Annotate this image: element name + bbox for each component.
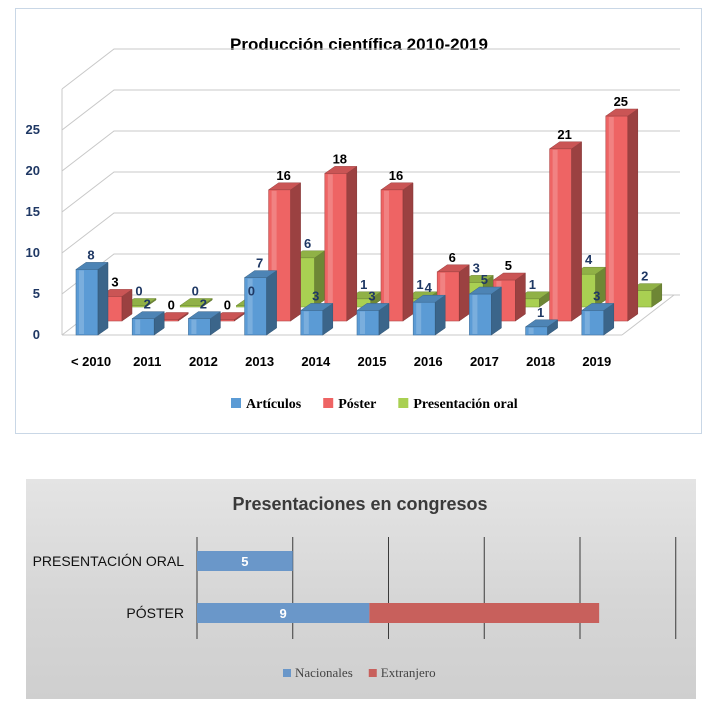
data-label: 0 <box>168 298 175 313</box>
data-label: 5 <box>241 554 248 569</box>
bar-artículos-6 <box>412 294 446 336</box>
data-label: 1 <box>416 277 423 292</box>
bar-artículos-7 <box>468 286 503 336</box>
congress-chart: Presentaciones en congresos PRESENTACIÓN… <box>26 479 696 699</box>
legend-label: Artículos <box>246 397 302 412</box>
bar-póster-5 <box>380 182 414 322</box>
data-label: 5 <box>505 258 512 273</box>
gridline <box>61 89 680 131</box>
data-label: 3 <box>368 288 375 303</box>
data-label: 1 <box>537 305 544 320</box>
bar-artículos-9 <box>581 302 615 336</box>
x-tick-label: 2012 <box>189 354 218 369</box>
data-label: 3 <box>593 288 600 303</box>
x-tick-label: 2011 <box>133 354 161 369</box>
data-label: 2 <box>200 297 207 312</box>
legend-label: Nacionales <box>295 665 353 680</box>
data-label: 2 <box>144 297 151 312</box>
bar-nacionales-1 <box>197 603 370 623</box>
x-tick-label: 2016 <box>414 354 443 369</box>
bar-artículos-2 <box>187 311 222 336</box>
legend-item: Artículos <box>231 397 302 412</box>
data-label: 3 <box>312 288 319 303</box>
data-label: 0 <box>248 284 255 299</box>
data-label: 7 <box>256 256 263 271</box>
production-chart: Producción científica 2010-2019 0 5 10 15 20… <box>15 8 702 434</box>
x-tick-label: 2017 <box>470 354 499 369</box>
legend-item: Presentación oral <box>398 397 518 412</box>
x-tick-label: 2013 <box>245 354 274 369</box>
bar-presentación-oral-1 <box>179 298 213 308</box>
legend-label: Extranjero <box>381 665 436 680</box>
category-label: PRESENTACIÓN ORAL <box>33 553 185 569</box>
chart-title: Producción científica 2010-2019 <box>230 35 488 54</box>
y-tick-label: 10 <box>26 245 40 260</box>
bar-artículos-4 <box>300 302 334 336</box>
category-label: PÓSTER <box>126 605 184 621</box>
production-chart-svg: Producción científica 2010-2019 05101520… <box>26 35 680 412</box>
x-tick-label: 2015 <box>358 354 387 369</box>
data-label: 6 <box>449 250 456 265</box>
chart-title: Presentaciones en congresos <box>232 494 487 514</box>
data-label: 8 <box>87 247 94 262</box>
congress-chart-svg: Presentaciones en congresos PRESENTACIÓN… <box>33 494 677 680</box>
data-label: 1 <box>529 277 536 292</box>
x-tick-label: 2019 <box>582 354 611 369</box>
legend-item: Póster <box>323 397 376 412</box>
floor-edge <box>621 294 675 336</box>
gridline <box>61 130 680 172</box>
x-tick-label: 2014 <box>301 354 331 369</box>
data-label: 18 <box>333 151 347 166</box>
data-label: 0 <box>192 284 199 299</box>
x-tick-label: < 2010 <box>71 354 111 369</box>
bar-artículos-0 <box>75 261 109 336</box>
legend-label: Póster <box>338 397 376 412</box>
data-label: 4 <box>425 280 433 295</box>
data-label: 1 <box>360 277 367 292</box>
data-label: 3 <box>473 260 480 275</box>
data-label: 9 <box>280 606 287 621</box>
bar-artículos-1 <box>131 311 165 336</box>
y-tick-label: 0 <box>33 327 40 342</box>
y-tick-label: 5 <box>33 286 40 301</box>
legend-item: Nacionales <box>283 665 353 680</box>
data-label: 5 <box>481 272 488 287</box>
data-label: 25 <box>614 94 628 109</box>
data-label: 16 <box>389 168 403 183</box>
data-label: 4 <box>585 252 593 267</box>
legend-label: Presentación oral <box>413 397 517 412</box>
gridline <box>61 171 680 213</box>
data-label: 16 <box>276 168 290 183</box>
bar-póster-9 <box>605 108 639 322</box>
x-tick-label: 2018 <box>526 354 555 369</box>
bar-extranjero-1 <box>369 603 600 623</box>
bar-artículos-5 <box>356 302 390 336</box>
bar-artículos-3 <box>243 270 278 336</box>
y-tick-label: 25 <box>26 122 40 137</box>
bar-póster-8 <box>548 141 583 322</box>
data-label: 6 <box>304 236 311 251</box>
y-tick-label: 15 <box>26 204 40 219</box>
bar-póster-4 <box>324 165 358 322</box>
y-tick-label: 20 <box>26 163 40 178</box>
data-label: 0 <box>224 298 231 313</box>
gridline <box>61 48 680 90</box>
data-label: 21 <box>557 127 571 142</box>
gridline <box>61 212 680 254</box>
data-label: 0 <box>135 284 142 299</box>
bar-nacionales-0 <box>197 551 293 571</box>
bar-artículos-8 <box>524 319 559 336</box>
legend-item: Extranjero <box>368 665 436 680</box>
data-label: 3 <box>111 274 118 289</box>
data-label: 2 <box>641 269 648 284</box>
